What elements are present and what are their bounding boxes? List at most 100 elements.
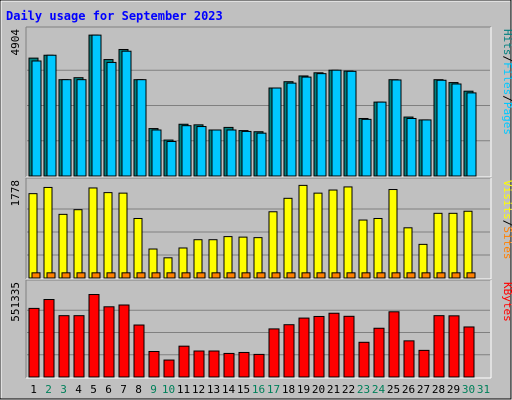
x-tick-label: 26 [402,383,415,396]
x-tick-label: 30 [462,383,475,396]
visits-bar [73,209,83,279]
sites-bar [211,272,221,279]
visits-bar [223,236,233,279]
files-bar [181,125,192,177]
chart-panels: 4904Hits/Files/Pages1778Visits/Sites5513… [9,26,512,379]
legend-separator: / [501,220,512,227]
x-tick-label: 22 [342,383,355,396]
visits-bar [208,239,218,279]
files-bar [61,79,72,177]
x-tick-label: 18 [282,383,295,396]
files-bar [76,79,87,177]
chart-title: Daily usage for September 2023 [6,9,223,23]
kbytes-bar [448,315,460,378]
kbytes-bar [433,315,445,378]
sites-bar [226,272,236,279]
x-tick-label: 15 [237,383,250,396]
x-tick-label: 6 [105,383,112,396]
files-bar [196,126,207,177]
kbytes-legend: KBytes [501,282,512,322]
sites-bar [151,272,161,279]
files-bar [226,129,237,177]
sites-bar [61,272,71,279]
kbytes-bar [253,353,265,378]
legend-item-files: Files [501,62,512,95]
kbytes-bar [148,350,160,378]
x-tick-label: 21 [327,383,340,396]
files-bar [391,79,402,177]
visits-bar [28,193,38,279]
files-bar [241,130,252,177]
hits-legend: Hits/Files/Pages [501,29,512,135]
x-tick-label: 2 [45,383,52,396]
x-tick-label: 25 [387,383,400,396]
files-bar [286,82,297,177]
files-bar [421,119,432,177]
kbytes-bar [58,315,70,378]
kbytes-max-label: 551335 [9,282,22,322]
sites-bar [451,272,461,279]
files-bar [271,87,282,177]
visits-max-label: 1778 [9,180,22,207]
visits-bar [373,217,383,279]
x-tick-label: 14 [222,383,236,396]
files-bar [166,140,177,177]
visits-bar [283,197,293,279]
kbytes-bar [313,315,325,378]
x-tick-label: 19 [297,383,310,396]
x-tick-label: 4 [75,383,82,396]
sites-bar [271,272,281,279]
visits-bar [58,213,68,279]
kbytes-bar [418,349,430,378]
visits-bar [103,192,113,279]
files-bar [256,132,267,177]
kbytes-bar [223,352,235,378]
sites-bar [286,272,296,279]
kbytes-bar [163,359,175,378]
visits-bar [328,189,338,279]
files-bar [106,61,117,177]
kbytes-bar [43,299,55,378]
kbytes-bar [358,341,370,378]
files-bar [406,117,417,177]
visits-panel: 1778 Visits/Sites [9,177,512,280]
sites-bar [331,272,341,279]
legend-separator: / [501,56,512,63]
files-bar [136,79,147,177]
kbytes-bar [268,328,280,378]
visits-bar [238,236,248,279]
files-bar [121,50,132,177]
visits-bar [358,219,368,279]
visits-bar [253,237,263,279]
x-tick-label: 8 [135,383,142,396]
files-bar [151,129,162,177]
visits-bar [313,192,323,279]
x-tick-label: 7 [120,383,127,396]
x-tick-label: 29 [447,383,460,396]
x-tick-label: 13 [207,383,220,396]
sites-bar [376,272,386,279]
visits-bar [43,186,53,279]
visits-bar [388,189,398,279]
kbytes-bar [298,317,310,378]
kbytes-bars [28,294,475,378]
x-tick-label: 10 [162,383,175,396]
sites-bar [166,272,176,279]
kbytes-bar [178,345,190,378]
visits-bar [463,210,473,279]
files-bar [436,79,447,177]
kbytes-bar [403,340,415,378]
sites-bar [436,272,446,279]
kbytes-bar [118,304,130,378]
x-tick-label: 12 [192,383,205,396]
files-bar [466,92,477,177]
sites-bar [346,272,356,279]
sites-bar [121,272,131,279]
kbytes-bar [328,312,340,378]
legend-separator: / [501,95,512,102]
visits-bar [298,184,308,279]
sites-bar [466,272,476,279]
files-bar [91,34,102,177]
kbytes-bar [103,306,115,378]
